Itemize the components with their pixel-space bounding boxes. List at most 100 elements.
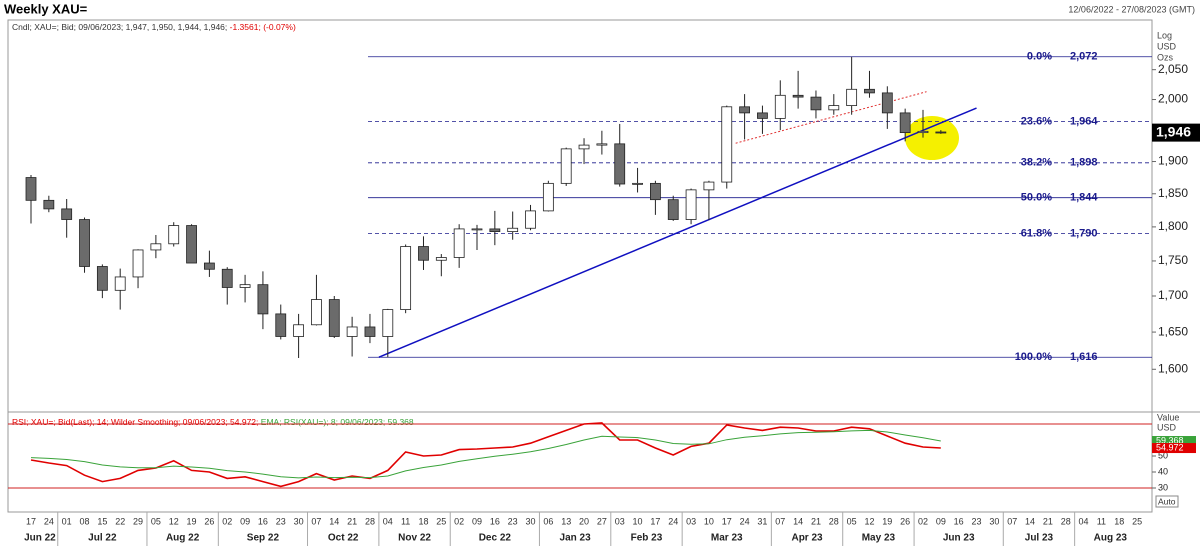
candle-body	[774, 94, 786, 119]
x-tick-label: 04	[383, 516, 393, 526]
x-tick-label: 30	[526, 516, 536, 526]
candle-body	[453, 228, 465, 258]
candle-body	[864, 88, 875, 94]
auto-label[interactable]: Auto	[1158, 496, 1176, 506]
y-tick-label: 1,800	[1158, 219, 1188, 233]
x-tick-label: 11	[401, 516, 410, 526]
x-tick-label: 17	[26, 516, 36, 526]
x-tick-label: 01	[62, 516, 72, 526]
candle-body	[114, 276, 126, 291]
candle-body	[150, 243, 162, 251]
legend-ema: EMA; RSI(XAU=); 8; 09/06/2023; 59.368	[261, 417, 414, 427]
x-tick-label: 12	[864, 516, 874, 526]
month-label: Oct 22	[328, 533, 359, 544]
plot-frame	[7, 19, 1153, 513]
last-price-label: 1,946	[1156, 123, 1191, 139]
candle-body	[311, 299, 322, 326]
axis-title: Ozs	[1157, 52, 1174, 62]
x-tick-label: 25	[436, 516, 446, 526]
candle-body	[168, 225, 180, 245]
candle-body	[328, 299, 340, 337]
x-tick-label: 04	[1079, 516, 1089, 526]
x-tick-label: 14	[1025, 516, 1035, 526]
x-tick-label: 26	[204, 516, 214, 526]
x-tick-label: 12	[169, 516, 179, 526]
x-tick-label: 29	[133, 516, 143, 526]
month-label: Aug 23	[1094, 533, 1128, 544]
x-tick-label: 23	[508, 516, 518, 526]
x-tick-label: 03	[615, 516, 625, 526]
month-label: Feb 23	[631, 533, 663, 544]
candle-body	[364, 326, 376, 337]
x-tick-label: 13	[561, 516, 571, 526]
candle-body	[614, 143, 626, 185]
x-tick-label: 07	[1007, 516, 1017, 526]
x-tick-label: 24	[44, 516, 54, 526]
candle-body	[346, 326, 358, 337]
legend: Cndl; XAU=; Bid; 09/06/2023; 1,947, 1,95…	[12, 22, 296, 32]
candle-body	[507, 227, 519, 233]
axis-title: Value	[1157, 412, 1179, 422]
y-tick-label: 2,050	[1158, 62, 1188, 76]
x-tick-label: 07	[775, 516, 785, 526]
x-tick-label: 20	[579, 516, 589, 526]
candle-body	[435, 257, 447, 261]
x-tick-label: 30	[294, 516, 304, 526]
x-tick-label: 23	[972, 516, 982, 526]
candle-body	[792, 94, 804, 98]
series-line	[30, 422, 941, 488]
x-tick-label: 30	[989, 516, 999, 526]
candle-body	[703, 181, 715, 191]
candle-body	[96, 266, 108, 291]
month-label: Aug 22	[166, 533, 200, 544]
x-tick-label: 02	[918, 516, 928, 526]
month-label: Jul 23	[1025, 533, 1054, 544]
fib-name: 0.0%	[1027, 51, 1052, 63]
x-tick-label: 25	[1132, 516, 1142, 526]
trendline	[378, 107, 977, 358]
auto-box[interactable]	[1155, 495, 1179, 508]
y-tick-label: 40	[1158, 466, 1168, 476]
legend: RSI; XAU=; Bid(Last); 14; Wilder Smoothi…	[12, 417, 414, 427]
series-line	[30, 429, 941, 479]
candle-body	[257, 284, 269, 315]
fib-name: 50.0%	[1021, 192, 1052, 204]
y-tick-label: 1,600	[1158, 361, 1188, 375]
month-label: Jun 23	[943, 533, 975, 544]
candle-body	[560, 148, 572, 184]
x-tick-label: 26	[900, 516, 910, 526]
month-label: Apr 23	[791, 533, 823, 544]
month-label: Dec 22	[479, 533, 512, 544]
y-tick-label: 50	[1158, 450, 1168, 460]
candle-body	[400, 246, 412, 310]
x-tick-label: 28	[365, 516, 375, 526]
x-tick-label: 28	[1061, 516, 1071, 526]
x-tick-label: 03	[686, 516, 696, 526]
candle-body	[810, 96, 822, 111]
y-tick-label: 1,900	[1158, 154, 1188, 168]
x-tick-label: 10	[633, 516, 643, 526]
y-tick-label: 1,650	[1158, 324, 1188, 338]
x-tick-label: 28	[829, 516, 839, 526]
fib-value: 2,072	[1070, 51, 1098, 63]
month-label: May 23	[862, 533, 896, 544]
trendline	[735, 91, 927, 144]
x-tick-label: 17	[722, 516, 732, 526]
fib-name: 23.6%	[1021, 115, 1052, 127]
candle-body	[846, 88, 858, 106]
fib-value: 1,616	[1070, 351, 1098, 363]
x-tick-label: 17	[650, 516, 660, 526]
x-tick-label: 05	[847, 516, 857, 526]
y-tick-label: 1,850	[1158, 186, 1188, 200]
y-tick-label: 2,000	[1158, 92, 1188, 106]
axis-title: USD	[1157, 422, 1177, 432]
x-tick-label: 09	[472, 516, 482, 526]
candle-body	[221, 268, 233, 288]
x-tick-label: 11	[1097, 516, 1106, 526]
value-box	[1152, 436, 1196, 447]
month-label: Jan 23	[560, 533, 592, 544]
chart-title: Weekly XAU=	[4, 1, 88, 16]
month-label: Sep 22	[247, 533, 280, 544]
legend-rsi: RSI; XAU=; Bid(Last); 14; Wilder Smoothi…	[12, 417, 258, 427]
